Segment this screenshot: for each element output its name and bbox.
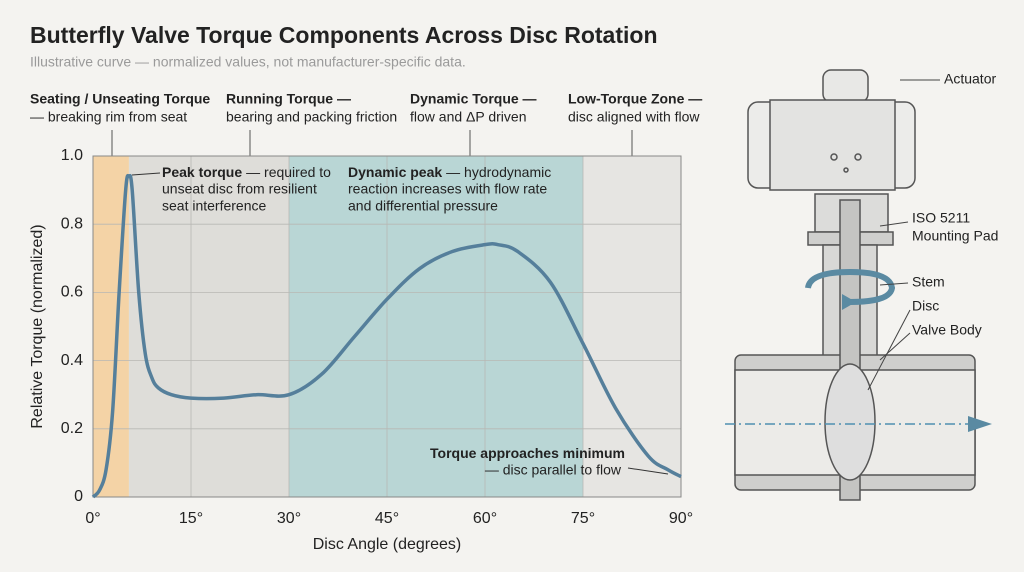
- diagram-label: Valve Body: [912, 322, 982, 338]
- zone-title: Running Torque —: [226, 91, 351, 107]
- leader: [867, 309, 911, 391]
- zone: [128, 156, 289, 497]
- annotation-leader: [131, 172, 161, 176]
- annotation: Torque approaches minimum: [430, 445, 625, 461]
- x-tick-label: 15°: [179, 510, 203, 527]
- rotation-head: [842, 294, 856, 310]
- annotation: Dynamic peak — hydrodynamic: [348, 164, 551, 180]
- zone-title: Dynamic Torque —: [410, 91, 537, 107]
- torque-line: [91, 173, 682, 499]
- zone-desc: flow and ΔP driven: [410, 109, 527, 125]
- annotation-text: unseat disc from resilient: [162, 181, 317, 197]
- flow-arrow: [968, 416, 992, 432]
- zone-desc: disc aligned with flow: [568, 109, 700, 125]
- x-tick-label: 75°: [571, 510, 595, 527]
- actuator-cap: [822, 69, 869, 103]
- actuator-center: [769, 99, 896, 191]
- diagram-label: Mounting Pad: [912, 228, 998, 244]
- annotation-text: — hydrodynamic: [446, 164, 551, 180]
- y-tick-label: 0.2: [61, 420, 83, 437]
- x-axis-label: Disc Angle (degrees): [313, 536, 462, 553]
- bolt: [830, 153, 838, 161]
- annotation-text: reaction increases with flow rate: [348, 181, 547, 197]
- diagram-label: Disc: [912, 298, 939, 314]
- zone-title: Seating / Unseating Torque: [30, 91, 210, 107]
- diagram-label: Stem: [912, 274, 945, 290]
- chart-subtitle: Illustrative curve — normalized values, …: [30, 54, 466, 70]
- x-tick-label: 90°: [669, 510, 693, 527]
- y-tick-label: 0.4: [61, 352, 83, 369]
- annotation: Peak torque — required to: [162, 164, 331, 180]
- x-tick-label: 30°: [277, 510, 301, 527]
- x-tick-label: 60°: [473, 510, 497, 527]
- rotation-arrow: [805, 268, 896, 305]
- annotation-text: and differential pressure: [348, 198, 498, 214]
- annotation-title: Torque approaches minimum: [430, 445, 625, 461]
- bolt: [843, 167, 849, 173]
- zone-desc: bearing and packing friction: [226, 109, 397, 125]
- zone-title: Low-Torque Zone —: [568, 91, 702, 107]
- zone: [289, 156, 583, 497]
- y-tick-label: 0.8: [61, 215, 83, 232]
- annotation-text: seat interference: [162, 198, 266, 214]
- annotation-title: Peak torque: [162, 164, 242, 180]
- leader: [879, 332, 911, 361]
- disc: [824, 363, 876, 481]
- zone-desc: — breaking rim from seat: [30, 109, 187, 125]
- valve-diagram: [725, 69, 992, 501]
- bolt: [854, 153, 862, 161]
- x-tick-label: 45°: [375, 510, 399, 527]
- annotation-text: — disc parallel to flow: [485, 462, 622, 478]
- y-axis-label: Relative Torque (normalized): [29, 224, 46, 428]
- y-tick-label: 0.6: [61, 284, 83, 301]
- plot: Seating / Unseating Torque — breaking rim…: [29, 91, 702, 554]
- annotation-leader: [627, 467, 669, 475]
- y-tick-label: 1.0: [61, 147, 83, 164]
- annotation-text: — required to: [246, 164, 331, 180]
- plot-frame: [92, 155, 682, 498]
- diagram-label: ISO 5211: [912, 210, 970, 226]
- annotation-title: Dynamic peak: [348, 164, 442, 180]
- chart-title: Butterfly Valve Torque Components Across…: [30, 22, 658, 48]
- y-tick-label: 0: [74, 488, 83, 505]
- zone: [583, 156, 681, 497]
- leader: [879, 282, 909, 286]
- x-tick-label: 0°: [85, 510, 100, 527]
- diagram-label: Actuator: [944, 71, 996, 87]
- leader: [879, 221, 909, 227]
